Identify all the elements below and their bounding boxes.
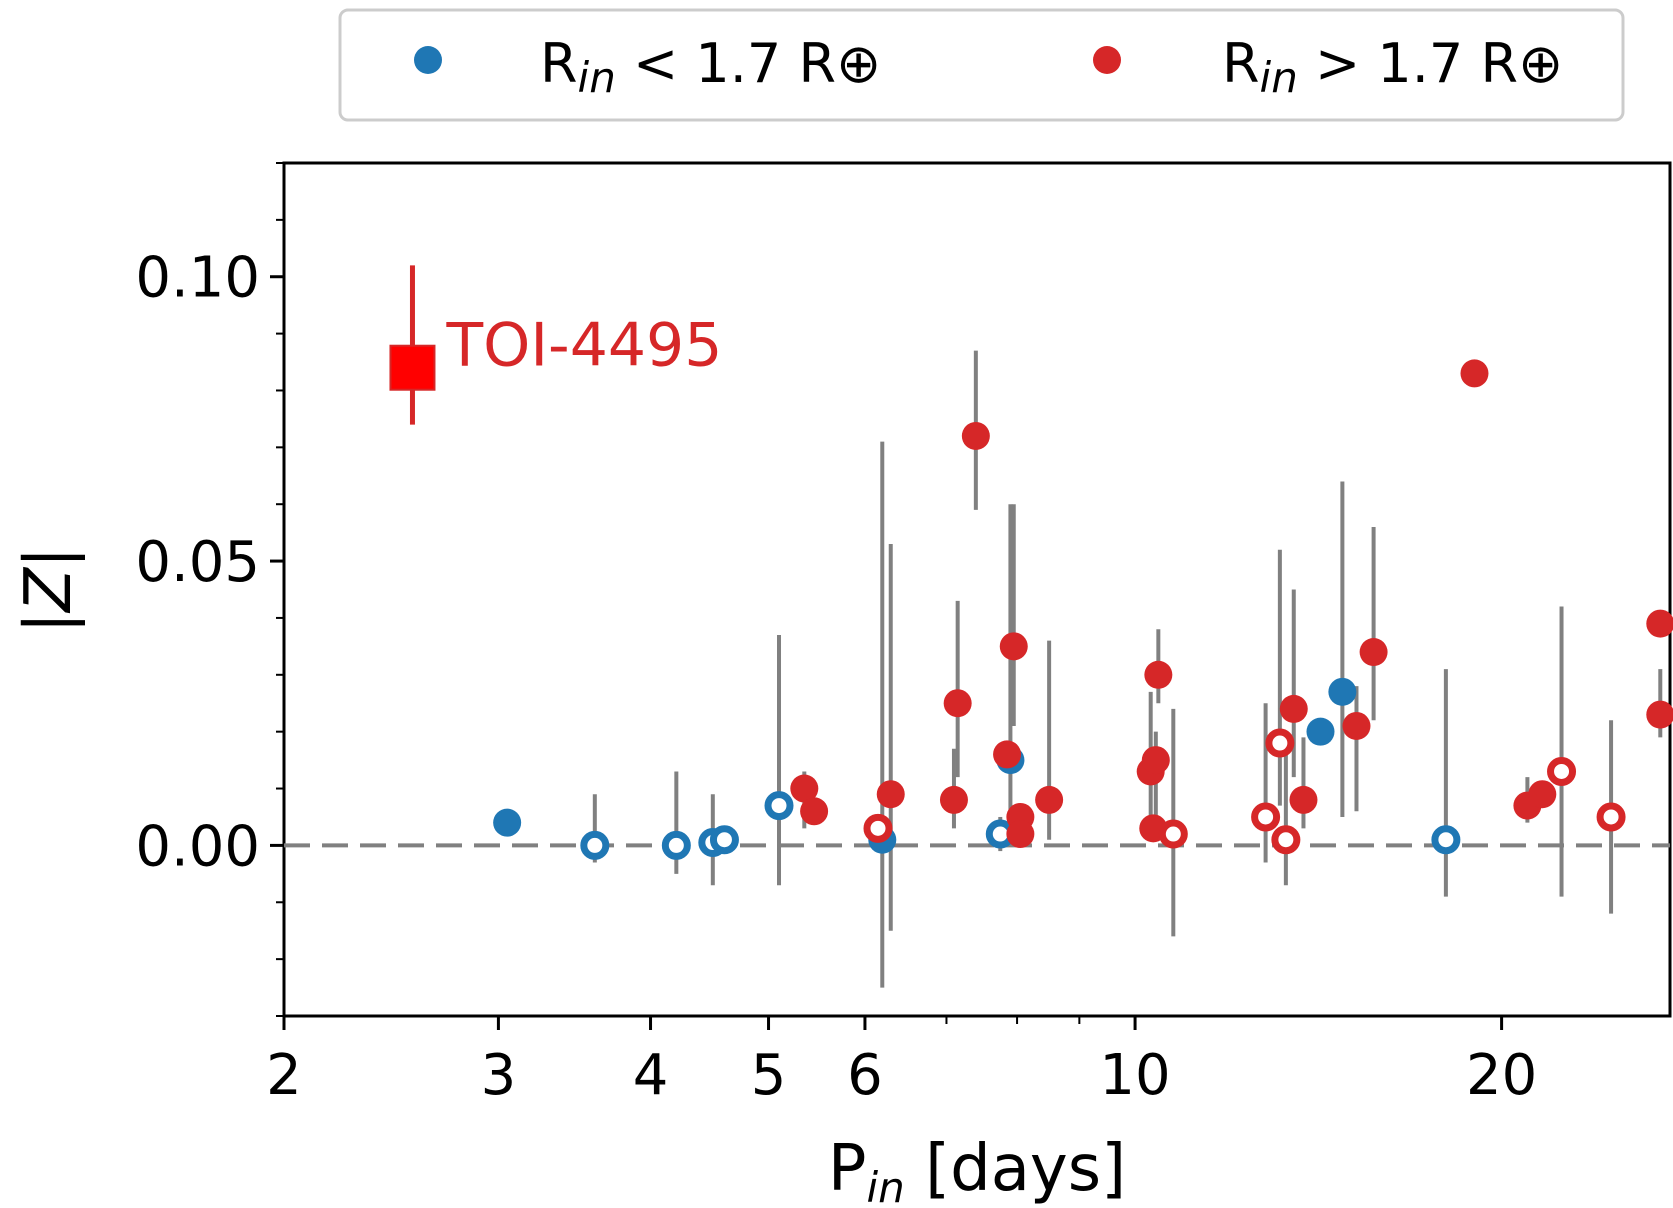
data-point-red (1359, 638, 1388, 667)
x-tick-label: 10 (1099, 1043, 1170, 1108)
legend-marker-red (1093, 46, 1121, 74)
data-point-open-red (863, 813, 893, 843)
data-point-red (876, 780, 905, 809)
y-tick-label: 0.05 (135, 530, 260, 595)
x-tick-label: 5 (751, 1043, 787, 1108)
data-point-red (1646, 609, 1673, 638)
ticks: 0.00 0.05 0.10 2 3 4 5 6 10 20 (135, 162, 1537, 1108)
data-point-red (1342, 711, 1371, 740)
x-tick-label: 2 (266, 1043, 302, 1108)
y-tick-label: 0.10 (135, 246, 260, 311)
x-tick-label: 20 (1466, 1043, 1537, 1108)
y-tick-label: 0.00 (135, 814, 260, 879)
legend: Rin < 1.7 R⊕ Rin > 1.7 R⊕ (338, 8, 1625, 122)
legend-label-blue: Rin < 1.7 R⊕ (540, 32, 881, 102)
toi-label: TOI-4495 (445, 311, 722, 381)
data-point-red (1035, 785, 1064, 814)
x-tick-label: 3 (481, 1043, 517, 1108)
data-point-open-red (1251, 802, 1281, 832)
data-point-red (1289, 785, 1318, 814)
data-point-red (1279, 694, 1308, 723)
data-point-red (1646, 700, 1673, 729)
data-point-open-blue (1431, 825, 1461, 855)
x-tick-label: 4 (633, 1043, 669, 1108)
data-point-red (790, 774, 819, 803)
data-point-red (1528, 780, 1557, 809)
x-axis-label: Pin [days] (828, 1132, 1126, 1208)
legend-label-red: Rin > 1.7 R⊕ (1222, 32, 1563, 102)
data-point-open-blue (661, 830, 691, 860)
data-point-red (1144, 660, 1173, 689)
toi-marker (389, 344, 436, 391)
data-point-blue (1328, 677, 1357, 706)
data-point-red (961, 421, 990, 450)
data-point-open-red (1271, 825, 1301, 855)
data-point-open-red (1547, 756, 1577, 786)
x-tick-label: 6 (847, 1043, 883, 1108)
data-point-red (1006, 820, 1035, 849)
data-point-red (993, 740, 1022, 769)
toi-highlight: TOI-4495 (389, 265, 722, 425)
data-point-red (939, 785, 968, 814)
data-point-open-blue (580, 830, 610, 860)
data-point-red (1141, 746, 1170, 775)
data-point-open-blue (709, 825, 739, 855)
data-point-blue (493, 808, 522, 837)
legend-box (338, 8, 1625, 122)
points (493, 359, 1673, 860)
y-axis-label: |Z| (12, 547, 86, 634)
data-point-red (800, 797, 829, 826)
data-point-red (943, 689, 972, 718)
data-point-open-red (1158, 819, 1188, 849)
plot-area (282, 161, 1672, 1018)
data-point-open-red (1265, 728, 1295, 758)
legend-marker-blue (414, 46, 442, 74)
data-point-red (999, 632, 1028, 661)
data-point-red (1460, 359, 1489, 388)
data-point-open-red (1596, 802, 1626, 832)
data-point-open-blue (764, 791, 794, 821)
data-point-blue (1306, 717, 1335, 746)
